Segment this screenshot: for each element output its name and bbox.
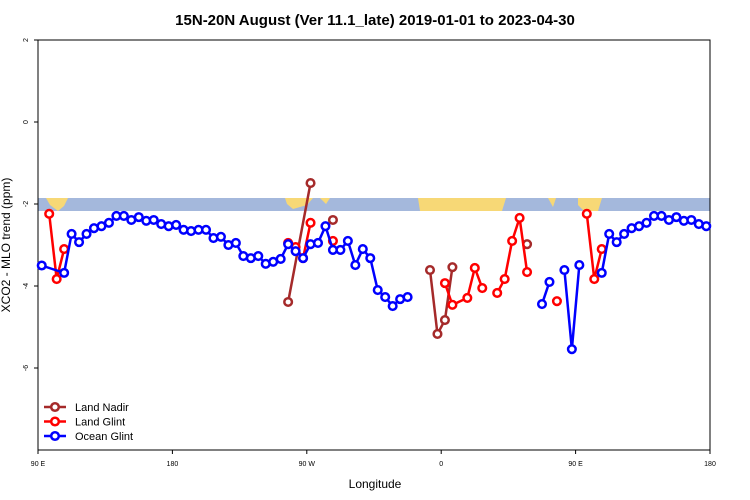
legend-marker xyxy=(49,430,61,442)
plot-frame xyxy=(37,39,711,451)
chart-title: 15N-20N August (Ver 11.1_late) 2019-01-0… xyxy=(175,12,575,29)
land-patch xyxy=(548,198,556,207)
point xyxy=(327,214,338,226)
point xyxy=(275,253,286,264)
point xyxy=(686,214,697,226)
point xyxy=(283,296,294,308)
point xyxy=(59,244,70,255)
point xyxy=(298,253,309,264)
point xyxy=(44,208,55,219)
point xyxy=(387,301,398,312)
land-patch xyxy=(285,198,313,209)
point xyxy=(290,246,301,257)
x-tick-label: 180 xyxy=(167,461,179,468)
point xyxy=(462,292,473,303)
x-tick-label: 90 E xyxy=(568,461,583,468)
point xyxy=(200,224,212,235)
point xyxy=(641,217,652,228)
y-tick-label: -6 xyxy=(23,365,30,371)
point xyxy=(305,178,316,189)
point xyxy=(372,285,383,296)
point xyxy=(320,221,331,232)
point xyxy=(432,328,443,340)
land-patch xyxy=(578,198,602,211)
point xyxy=(574,260,585,271)
point xyxy=(283,239,294,250)
point xyxy=(656,210,667,221)
x-tick-label: 90 E xyxy=(31,461,46,468)
point xyxy=(133,212,144,223)
point xyxy=(335,244,346,255)
point xyxy=(36,260,47,271)
point xyxy=(215,231,226,242)
point xyxy=(118,210,129,221)
legend-label: Ocean Glint xyxy=(75,431,133,443)
point xyxy=(611,237,622,248)
point xyxy=(589,273,600,285)
point xyxy=(477,283,488,294)
y-tick-label: -4 xyxy=(23,283,30,289)
point xyxy=(499,273,510,285)
point xyxy=(350,260,361,271)
point xyxy=(701,221,712,232)
point xyxy=(171,219,182,230)
point xyxy=(439,314,450,326)
y-axis-label: XCO2 - MLO trend (ppm) xyxy=(0,178,13,313)
point xyxy=(619,228,630,239)
legend-label: Land Glint xyxy=(75,417,125,429)
ocean-strip xyxy=(38,198,710,211)
land-patch xyxy=(320,198,330,204)
point xyxy=(551,296,562,307)
legend-label: Land Nadir xyxy=(75,402,129,414)
y-tick-label: -2 xyxy=(23,201,30,207)
point xyxy=(424,264,436,276)
point xyxy=(671,212,682,223)
point xyxy=(230,237,241,248)
point xyxy=(342,235,353,246)
point xyxy=(604,228,615,239)
point xyxy=(365,253,376,264)
y-tick-label: 2 xyxy=(23,38,30,42)
point xyxy=(522,267,533,278)
point xyxy=(507,235,518,246)
point xyxy=(439,278,450,289)
point xyxy=(380,292,391,303)
point xyxy=(148,214,159,226)
point xyxy=(81,228,92,239)
point xyxy=(596,244,607,255)
point xyxy=(559,264,570,276)
point xyxy=(402,292,413,303)
point xyxy=(51,273,62,285)
land-patch xyxy=(46,198,68,211)
point xyxy=(447,262,458,273)
point xyxy=(581,208,592,219)
point xyxy=(596,267,607,278)
point xyxy=(447,299,458,310)
point xyxy=(253,251,264,262)
x-tick-label: 180 xyxy=(704,461,716,468)
x-tick-label: 0 xyxy=(439,461,443,468)
map-strip xyxy=(38,198,710,211)
point xyxy=(469,262,480,274)
point xyxy=(74,237,85,248)
x-tick-label: 90 W xyxy=(299,461,316,468)
x-axis-label: Longitude xyxy=(349,477,402,491)
point xyxy=(59,267,70,278)
land-patch xyxy=(418,198,506,211)
point xyxy=(544,276,555,287)
point xyxy=(66,228,77,239)
point xyxy=(492,287,503,299)
legend-marker xyxy=(49,401,61,413)
point xyxy=(536,298,548,310)
point xyxy=(103,217,114,228)
point xyxy=(357,244,368,255)
point xyxy=(312,237,324,248)
legend-marker xyxy=(49,416,61,427)
point xyxy=(305,217,316,228)
point xyxy=(566,344,577,355)
y-tick-label: 0 xyxy=(23,120,30,124)
point xyxy=(514,212,525,223)
